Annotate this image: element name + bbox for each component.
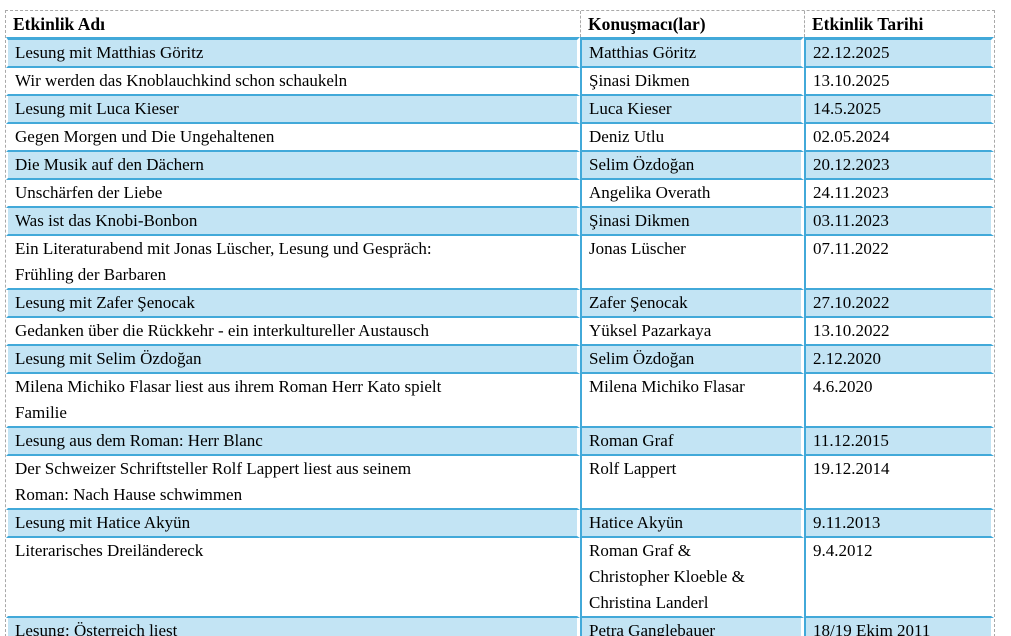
table-row: Unschärfen der Liebe Angelika Overath 24… (6, 180, 994, 208)
event-date-cell: 4.6.2020 (804, 374, 994, 428)
table-row: Lesung mit Hatice Akyün Hatice Akyün 9.1… (6, 510, 994, 538)
table-row: Was ist das Knobi-Bonbon Şinasi Dikmen 0… (6, 208, 994, 236)
event-date-cell: 9.4.2012 (804, 538, 994, 618)
event-name-cell: Literarisches Dreiländereck (6, 538, 580, 618)
event-name-cell: Was ist das Knobi-Bonbon (6, 208, 580, 236)
event-name-cell: Lesung mit Zafer Şenocak (6, 290, 580, 318)
event-date-cell: 13.10.2025 (804, 68, 994, 96)
event-name-cell: Lesung aus dem Roman: Herr Blanc (6, 428, 580, 456)
table-row: Ein Literaturabend mit Jonas Lüscher, Le… (6, 236, 994, 290)
speaker-cell: Selim Özdoğan (580, 346, 804, 374)
event-name-cell: Milena Michiko Flasar liest aus ihrem Ro… (6, 374, 580, 428)
column-header-speakers: Konuşmacı(lar) (580, 11, 804, 37)
event-name-cell: Lesung: Österreich liest (6, 618, 580, 636)
table-row: Literarisches Dreiländereck Roman Graf &… (6, 538, 994, 618)
event-date-cell: 03.11.2023 (804, 208, 994, 236)
event-name-cell: Lesung mit Matthias Göritz (6, 37, 580, 68)
table-row: Milena Michiko Flasar liest aus ihrem Ro… (6, 374, 994, 428)
table-row: Lesung aus dem Roman: Herr Blanc Roman G… (6, 428, 994, 456)
event-name-cell: Unschärfen der Liebe (6, 180, 580, 208)
speaker-cell: Şinasi Dikmen (580, 68, 804, 96)
event-date-cell: 02.05.2024 (804, 124, 994, 152)
speaker-cell: Matthias Göritz (580, 37, 804, 68)
table-row: Gegen Morgen und Die Ungehaltenen Deniz … (6, 124, 994, 152)
table-row: Lesung mit Luca Kieser Luca Kieser 14.5.… (6, 96, 994, 124)
event-name-cell: Lesung mit Hatice Akyün (6, 510, 580, 538)
speaker-cell: Angelika Overath (580, 180, 804, 208)
event-name-cell: Gegen Morgen und Die Ungehaltenen (6, 124, 580, 152)
table-row: Gedanken über die Rückkehr - ein interku… (6, 318, 994, 346)
speaker-cell: Selim Özdoğan (580, 152, 804, 180)
event-name-cell: Lesung mit Selim Özdoğan (6, 346, 580, 374)
speaker-cell: Hatice Akyün (580, 510, 804, 538)
event-name-cell: Der Schweizer Schriftsteller Rolf Lapper… (6, 456, 580, 510)
speaker-cell: Roman Graf (580, 428, 804, 456)
event-date-cell: 2.12.2020 (804, 346, 994, 374)
table-row: Lesung mit Zafer Şenocak Zafer Şenocak 2… (6, 290, 994, 318)
event-name-cell: Gedanken über die Rückkehr - ein interku… (6, 318, 580, 346)
event-name-cell: Ein Literaturabend mit Jonas Lüscher, Le… (6, 236, 580, 290)
speaker-cell: Zafer Şenocak (580, 290, 804, 318)
speaker-cell: Petra Ganglebauer (580, 618, 804, 636)
table-row: Der Schweizer Schriftsteller Rolf Lapper… (6, 456, 994, 510)
event-date-cell: 22.12.2025 (804, 37, 994, 68)
event-date-cell: 13.10.2022 (804, 318, 994, 346)
header-row: Etkinlik Adı Konuşmacı(lar) Etkinlik Tar… (6, 11, 994, 37)
table-row: Lesung mit Selim Özdoğan Selim Özdoğan 2… (6, 346, 994, 374)
speaker-cell: Jonas Lüscher (580, 236, 804, 290)
event-date-cell: 9.11.2013 (804, 510, 994, 538)
event-date-cell: 27.10.2022 (804, 290, 994, 318)
table-body: Lesung mit Matthias Göritz Matthias Göri… (6, 37, 994, 636)
event-date-cell: 14.5.2025 (804, 96, 994, 124)
speaker-cell: Milena Michiko Flasar (580, 374, 804, 428)
table-row: Die Musik auf den Dächern Selim Özdoğan … (6, 152, 994, 180)
event-name-cell: Wir werden das Knoblauchkind schon schau… (6, 68, 580, 96)
table-row: Wir werden das Knoblauchkind schon schau… (6, 68, 994, 96)
speaker-cell: Rolf Lappert (580, 456, 804, 510)
column-header-event-name: Etkinlik Adı (13, 14, 105, 34)
speaker-cell: Deniz Utlu (580, 124, 804, 152)
event-date-cell: 24.11.2023 (804, 180, 994, 208)
event-date-cell: 20.12.2023 (804, 152, 994, 180)
event-date-cell: 11.12.2015 (804, 428, 994, 456)
speaker-cell: Luca Kieser (580, 96, 804, 124)
event-date-cell: 19.12.2014 (804, 456, 994, 510)
events-table: Etkinlik Adı Konuşmacı(lar) Etkinlik Tar… (5, 10, 995, 636)
column-header-event-date: Etkinlik Tarihi (804, 11, 994, 37)
table-row: Lesung: Österreich liest Petra Ganglebau… (6, 618, 994, 636)
event-name-cell: Die Musik auf den Dächern (6, 152, 580, 180)
speaker-cell: Yüksel Pazarkaya (580, 318, 804, 346)
table-row: Lesung mit Matthias Göritz Matthias Göri… (6, 37, 994, 68)
speaker-cell: Şinasi Dikmen (580, 208, 804, 236)
event-date-cell: 18/19 Ekim 2011 (804, 618, 994, 636)
speaker-cell: Roman Graf & Christopher Kloeble & Chris… (580, 538, 804, 618)
event-name-cell: Lesung mit Luca Kieser (6, 96, 580, 124)
event-date-cell: 07.11.2022 (804, 236, 994, 290)
